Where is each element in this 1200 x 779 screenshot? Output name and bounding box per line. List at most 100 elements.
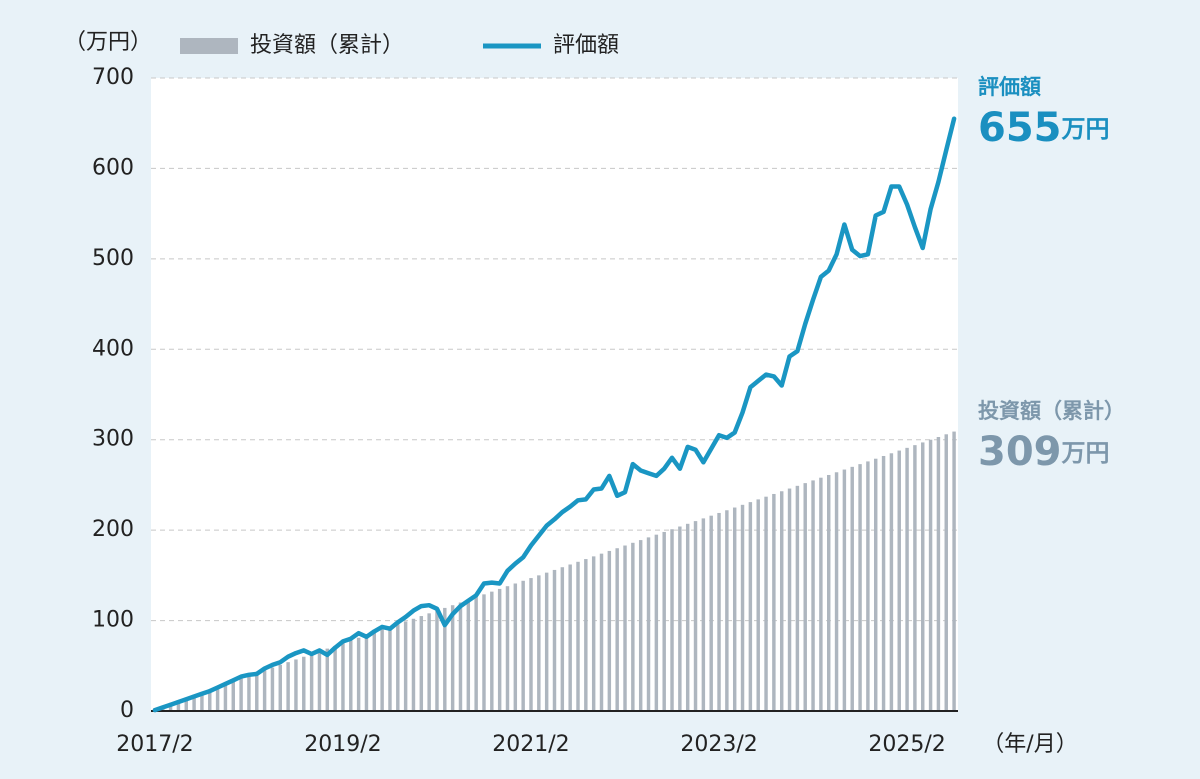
- bar: [364, 635, 369, 711]
- bar: [458, 602, 463, 711]
- bar: [717, 512, 721, 711]
- bar: [662, 531, 666, 711]
- end-label-name: 投資額（累計）: [978, 399, 1125, 423]
- y-tick-label: 700: [92, 65, 134, 90]
- bar: [482, 594, 486, 711]
- bar: [309, 654, 314, 711]
- bar: [255, 673, 259, 711]
- y-tick-label: 100: [92, 608, 134, 633]
- y-tick-label: 300: [92, 427, 134, 452]
- bar: [874, 458, 878, 711]
- bar: [552, 569, 557, 711]
- bar: [607, 550, 612, 711]
- bar: [599, 553, 604, 711]
- bar: [247, 675, 251, 711]
- bar: [591, 556, 596, 711]
- bar: [278, 664, 283, 711]
- bar: [576, 561, 580, 711]
- bar: [819, 477, 823, 711]
- bar: [584, 559, 588, 711]
- bar: [678, 526, 682, 711]
- bar: [403, 621, 408, 711]
- bar: [521, 580, 525, 711]
- end-label-number: 655: [978, 105, 1062, 151]
- bar: [787, 488, 792, 711]
- bar: [544, 572, 549, 711]
- bar: [474, 597, 478, 711]
- bar: [740, 504, 745, 711]
- end-label-value: 309万円: [978, 429, 1110, 475]
- bar: [380, 629, 384, 711]
- bar: [450, 605, 455, 711]
- bar: [764, 496, 768, 711]
- bar: [654, 534, 659, 711]
- bar: [443, 607, 447, 711]
- bar: [560, 567, 565, 711]
- bar: [537, 575, 541, 711]
- bar: [325, 648, 330, 711]
- bar: [889, 453, 894, 711]
- bar: [913, 445, 917, 711]
- bar: [623, 545, 627, 711]
- bar: [638, 540, 643, 711]
- bar: [341, 643, 345, 711]
- bar: [725, 510, 729, 711]
- bar: [631, 542, 635, 711]
- bar: [795, 485, 800, 711]
- bar: [944, 434, 948, 711]
- bar: [356, 637, 361, 711]
- bar: [466, 599, 471, 711]
- x-tick-label: 2017/2: [116, 732, 193, 757]
- bar: [286, 662, 290, 711]
- x-tick-label: 2019/2: [304, 732, 381, 757]
- bar: [881, 455, 886, 711]
- x-tick-label: 2023/2: [680, 732, 757, 757]
- x-unit: （年/月）: [982, 732, 1077, 757]
- legend-label: 投資額（累計）: [250, 33, 404, 58]
- bar: [748, 502, 753, 711]
- bar: [294, 659, 298, 711]
- legend-swatch: [180, 38, 238, 54]
- y-tick-label: 600: [92, 155, 134, 180]
- line: [152, 116, 957, 713]
- bar: [231, 681, 235, 711]
- x-tick-label: 2021/2: [492, 732, 569, 757]
- end-label-value: 655万円: [978, 105, 1110, 151]
- bar: [811, 480, 815, 711]
- bar: [513, 583, 518, 711]
- bar: [490, 591, 494, 711]
- bar: [411, 618, 416, 711]
- bar: [270, 667, 275, 711]
- bar: [239, 678, 243, 711]
- end-label-unit: 万円: [1062, 115, 1110, 143]
- bar: [615, 548, 619, 711]
- bar: [905, 447, 909, 711]
- bar: [858, 464, 862, 711]
- bar: [850, 466, 854, 711]
- y-unit: （万円）: [64, 30, 152, 55]
- bar: [693, 521, 698, 711]
- bar: [866, 461, 870, 711]
- y-tick-label: 500: [92, 246, 134, 271]
- bar: [936, 437, 941, 711]
- bar: [756, 499, 760, 711]
- bar: [685, 523, 690, 711]
- legend-label: 評価額: [553, 33, 619, 58]
- y-tick-label: 0: [120, 698, 134, 723]
- bar: [732, 507, 737, 711]
- bar: [223, 683, 228, 711]
- bar: [952, 431, 956, 711]
- bar: [184, 697, 188, 711]
- bar: [349, 640, 353, 711]
- bar: [435, 610, 439, 711]
- bar: [646, 537, 651, 711]
- bar: [803, 483, 807, 711]
- bar: [505, 586, 510, 711]
- bar: [709, 515, 713, 711]
- bar: [176, 700, 181, 711]
- bar: [568, 564, 572, 711]
- bar: [834, 472, 839, 711]
- bar: [842, 469, 847, 711]
- bar: [396, 624, 400, 711]
